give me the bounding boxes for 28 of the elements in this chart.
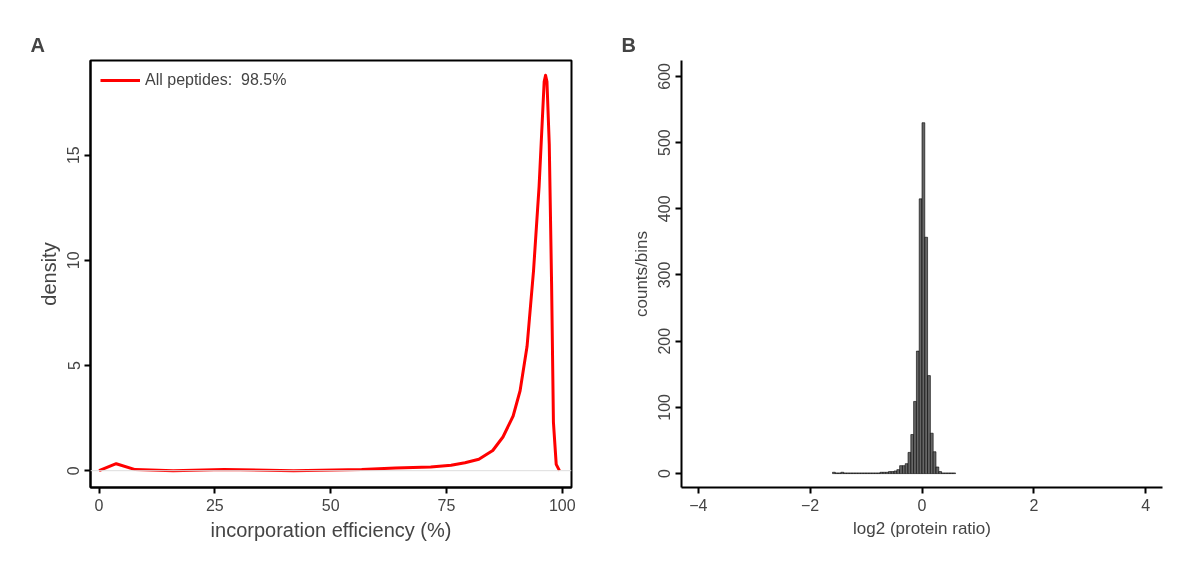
x-axis-title: incorporation efficiency (%) xyxy=(210,518,452,541)
y-tick-label: 5 xyxy=(65,360,83,370)
x-tick-label: 2 xyxy=(1029,496,1039,514)
y-tick-label: 500 xyxy=(656,129,674,156)
y-tick-label: 100 xyxy=(656,393,674,421)
y-tick-label: 400 xyxy=(656,195,674,223)
chart-title: B xyxy=(621,33,636,56)
x-tick-label: 25 xyxy=(205,496,224,514)
x-tick-label: 50 xyxy=(321,496,340,514)
y-tick-label: 600 xyxy=(656,62,674,90)
y-tick-label: 10 xyxy=(65,251,83,270)
y-axis-title: density xyxy=(37,242,60,306)
y-axis-title: counts/bins xyxy=(631,231,651,317)
x-tick-label: 100 xyxy=(548,496,576,514)
x-tick-label: −4 xyxy=(689,496,708,514)
x-tick-label: 4 xyxy=(1141,496,1151,514)
y-tick-label: 0 xyxy=(656,469,674,479)
y-tick-label: 300 xyxy=(656,261,674,289)
chart-title: A xyxy=(30,33,45,56)
x-axis-title: log2 (protein ratio) xyxy=(853,518,991,538)
y-tick-label: 0 xyxy=(65,466,83,476)
x-tick-label: 0 xyxy=(94,496,104,514)
x-tick-label: 0 xyxy=(917,496,927,514)
y-tick-label: 200 xyxy=(656,327,674,355)
legend-label: All peptides: 98.5% xyxy=(145,71,287,89)
y-tick-label: 15 xyxy=(65,146,83,165)
x-tick-label: 75 xyxy=(437,496,456,514)
x-tick-label: −2 xyxy=(801,496,820,514)
